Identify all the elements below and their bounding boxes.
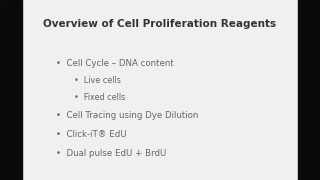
Text: •  Fixed cells: • Fixed cells xyxy=(74,93,125,102)
Bar xyxy=(298,0,320,180)
Text: •  Click-iT® EdU: • Click-iT® EdU xyxy=(56,130,127,139)
Text: •  Live cells: • Live cells xyxy=(74,76,120,85)
Text: •  Dual pulse EdU + BrdU: • Dual pulse EdU + BrdU xyxy=(56,149,166,158)
Text: Overview of Cell Proliferation Reagents: Overview of Cell Proliferation Reagents xyxy=(44,19,276,29)
Text: •  Cell Cycle – DNA content: • Cell Cycle – DNA content xyxy=(56,59,174,68)
Bar xyxy=(0,0,22,180)
Text: •  Cell Tracing using Dye Dilution: • Cell Tracing using Dye Dilution xyxy=(56,111,198,120)
